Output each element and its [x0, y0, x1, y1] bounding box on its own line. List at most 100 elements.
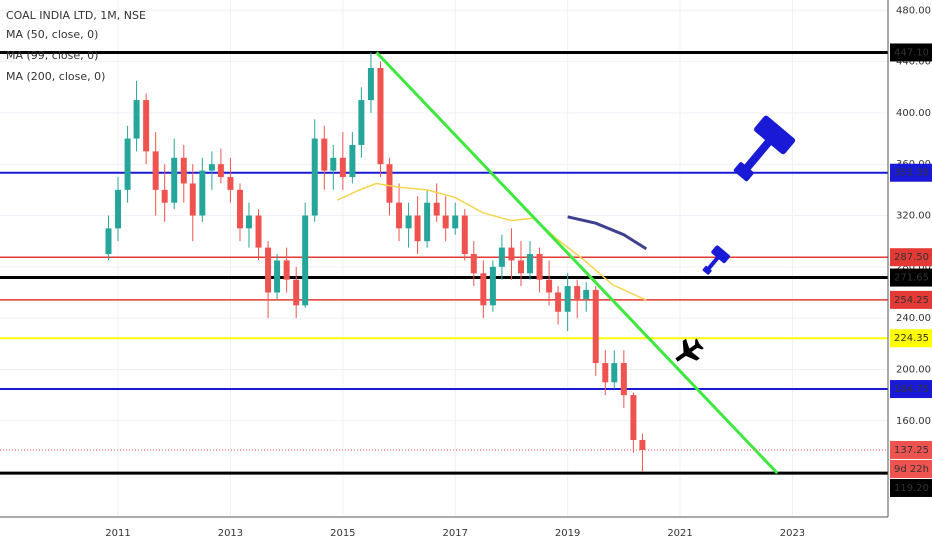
gavel-icon — [733, 115, 796, 182]
x-tick-label: 2023 — [780, 528, 805, 539]
candle-body — [396, 202, 403, 229]
legend: COAL INDIA LTD, 1M, NSE MA (50, close, 0… — [6, 9, 146, 83]
y-tick-label: 240.00 — [896, 313, 931, 324]
candle-body — [255, 215, 262, 248]
price-label-box — [890, 268, 932, 287]
candle-body — [470, 254, 477, 274]
chart-title: COAL INDIA LTD, 1M, NSE — [6, 9, 146, 22]
price-label: 447.10 — [894, 47, 929, 58]
candle-body — [433, 202, 440, 216]
y-tick-label: 320.00 — [896, 211, 931, 222]
x-tick-label: 2021 — [667, 528, 692, 539]
candle-body — [526, 254, 533, 274]
price-label: 353.35 — [894, 168, 929, 179]
candle-body — [508, 247, 515, 261]
y-tick-label: 440.00 — [896, 57, 931, 68]
y-tick-label: 480.00 — [896, 5, 931, 16]
candle-body — [602, 363, 609, 383]
candle-body — [574, 286, 581, 299]
candle-body — [180, 157, 187, 184]
x-tick-label: 2015 — [330, 528, 355, 539]
candle-body — [321, 138, 328, 171]
candle-body — [311, 138, 318, 216]
candle-body — [639, 440, 646, 450]
y-tick-label: 200.00 — [896, 364, 931, 375]
price-label-box — [890, 248, 932, 267]
candle-body — [489, 266, 496, 306]
candle-body — [405, 215, 412, 229]
candle-body — [245, 215, 252, 229]
moving-average — [336, 182, 647, 301]
price-label: 254.25 — [894, 295, 929, 306]
candle-body — [498, 247, 505, 267]
price-label-box — [890, 459, 932, 478]
price-label: 119.20 — [894, 483, 929, 494]
y-tick-label: 280.00 — [896, 262, 931, 273]
candle-body — [452, 215, 459, 229]
x-tick-label: 2019 — [555, 528, 580, 539]
grid — [0, 0, 888, 517]
candle-body — [152, 151, 159, 190]
candle-body — [302, 215, 309, 306]
price-label-box — [890, 163, 932, 182]
candle-body — [620, 363, 627, 396]
candle-body — [236, 189, 243, 229]
legend-entry: MA (50, close, 0) — [6, 28, 98, 41]
x-tick-label: 2013 — [218, 528, 243, 539]
price-label-box — [890, 440, 932, 459]
drawings — [675, 115, 796, 362]
candle-body — [367, 67, 374, 101]
candle-body — [377, 67, 384, 165]
candle-body — [217, 164, 224, 178]
price-label-box — [890, 380, 932, 399]
legend-entry: MA (200, close, 0) — [6, 70, 105, 83]
legend-entry: MA (99, close, 0) — [6, 49, 98, 62]
price-label-box — [890, 329, 932, 348]
candle-body — [564, 286, 571, 312]
candle-body — [124, 138, 131, 190]
gavel-icon — [702, 245, 730, 275]
candle-body — [330, 157, 337, 171]
candle-body — [265, 247, 272, 293]
candle-body — [611, 363, 618, 383]
candle-body — [630, 395, 637, 441]
candle-body — [480, 273, 487, 306]
candle-body — [349, 144, 356, 178]
x-tick-label: 2011 — [105, 528, 130, 539]
candle-body — [424, 202, 431, 242]
price-label-box — [890, 43, 932, 62]
candle-body — [133, 100, 140, 139]
candle-body — [283, 260, 290, 280]
candle-body — [414, 215, 421, 242]
price-label-box — [890, 478, 932, 497]
candle-body — [386, 164, 393, 203]
x-tick-label: 2017 — [443, 528, 468, 539]
candle-body — [171, 157, 178, 203]
candle-body — [536, 254, 543, 280]
candle-body — [339, 157, 346, 178]
y-tick-label: 400.00 — [896, 108, 931, 119]
price-label: 271.65 — [894, 273, 929, 284]
price-label: 224.35 — [894, 333, 929, 344]
trend-line — [375, 51, 779, 475]
candle-body — [461, 215, 468, 255]
candle-body — [208, 164, 215, 171]
y-tick-label: 160.00 — [896, 416, 931, 427]
price-label: 137.25 — [894, 445, 929, 456]
price-label: 9d 22h — [894, 464, 929, 475]
candle-body — [592, 289, 599, 364]
candle-body — [199, 170, 206, 216]
candle-body — [105, 228, 112, 255]
airplane-icon — [675, 338, 704, 362]
candle-body — [358, 100, 365, 145]
candle-body — [583, 289, 590, 299]
candle-body — [143, 100, 150, 152]
price-label: 184.75 — [894, 384, 929, 395]
candle-body — [517, 260, 524, 274]
candle-body — [555, 292, 562, 312]
candle-body — [115, 189, 122, 229]
price-label-box — [890, 290, 932, 309]
